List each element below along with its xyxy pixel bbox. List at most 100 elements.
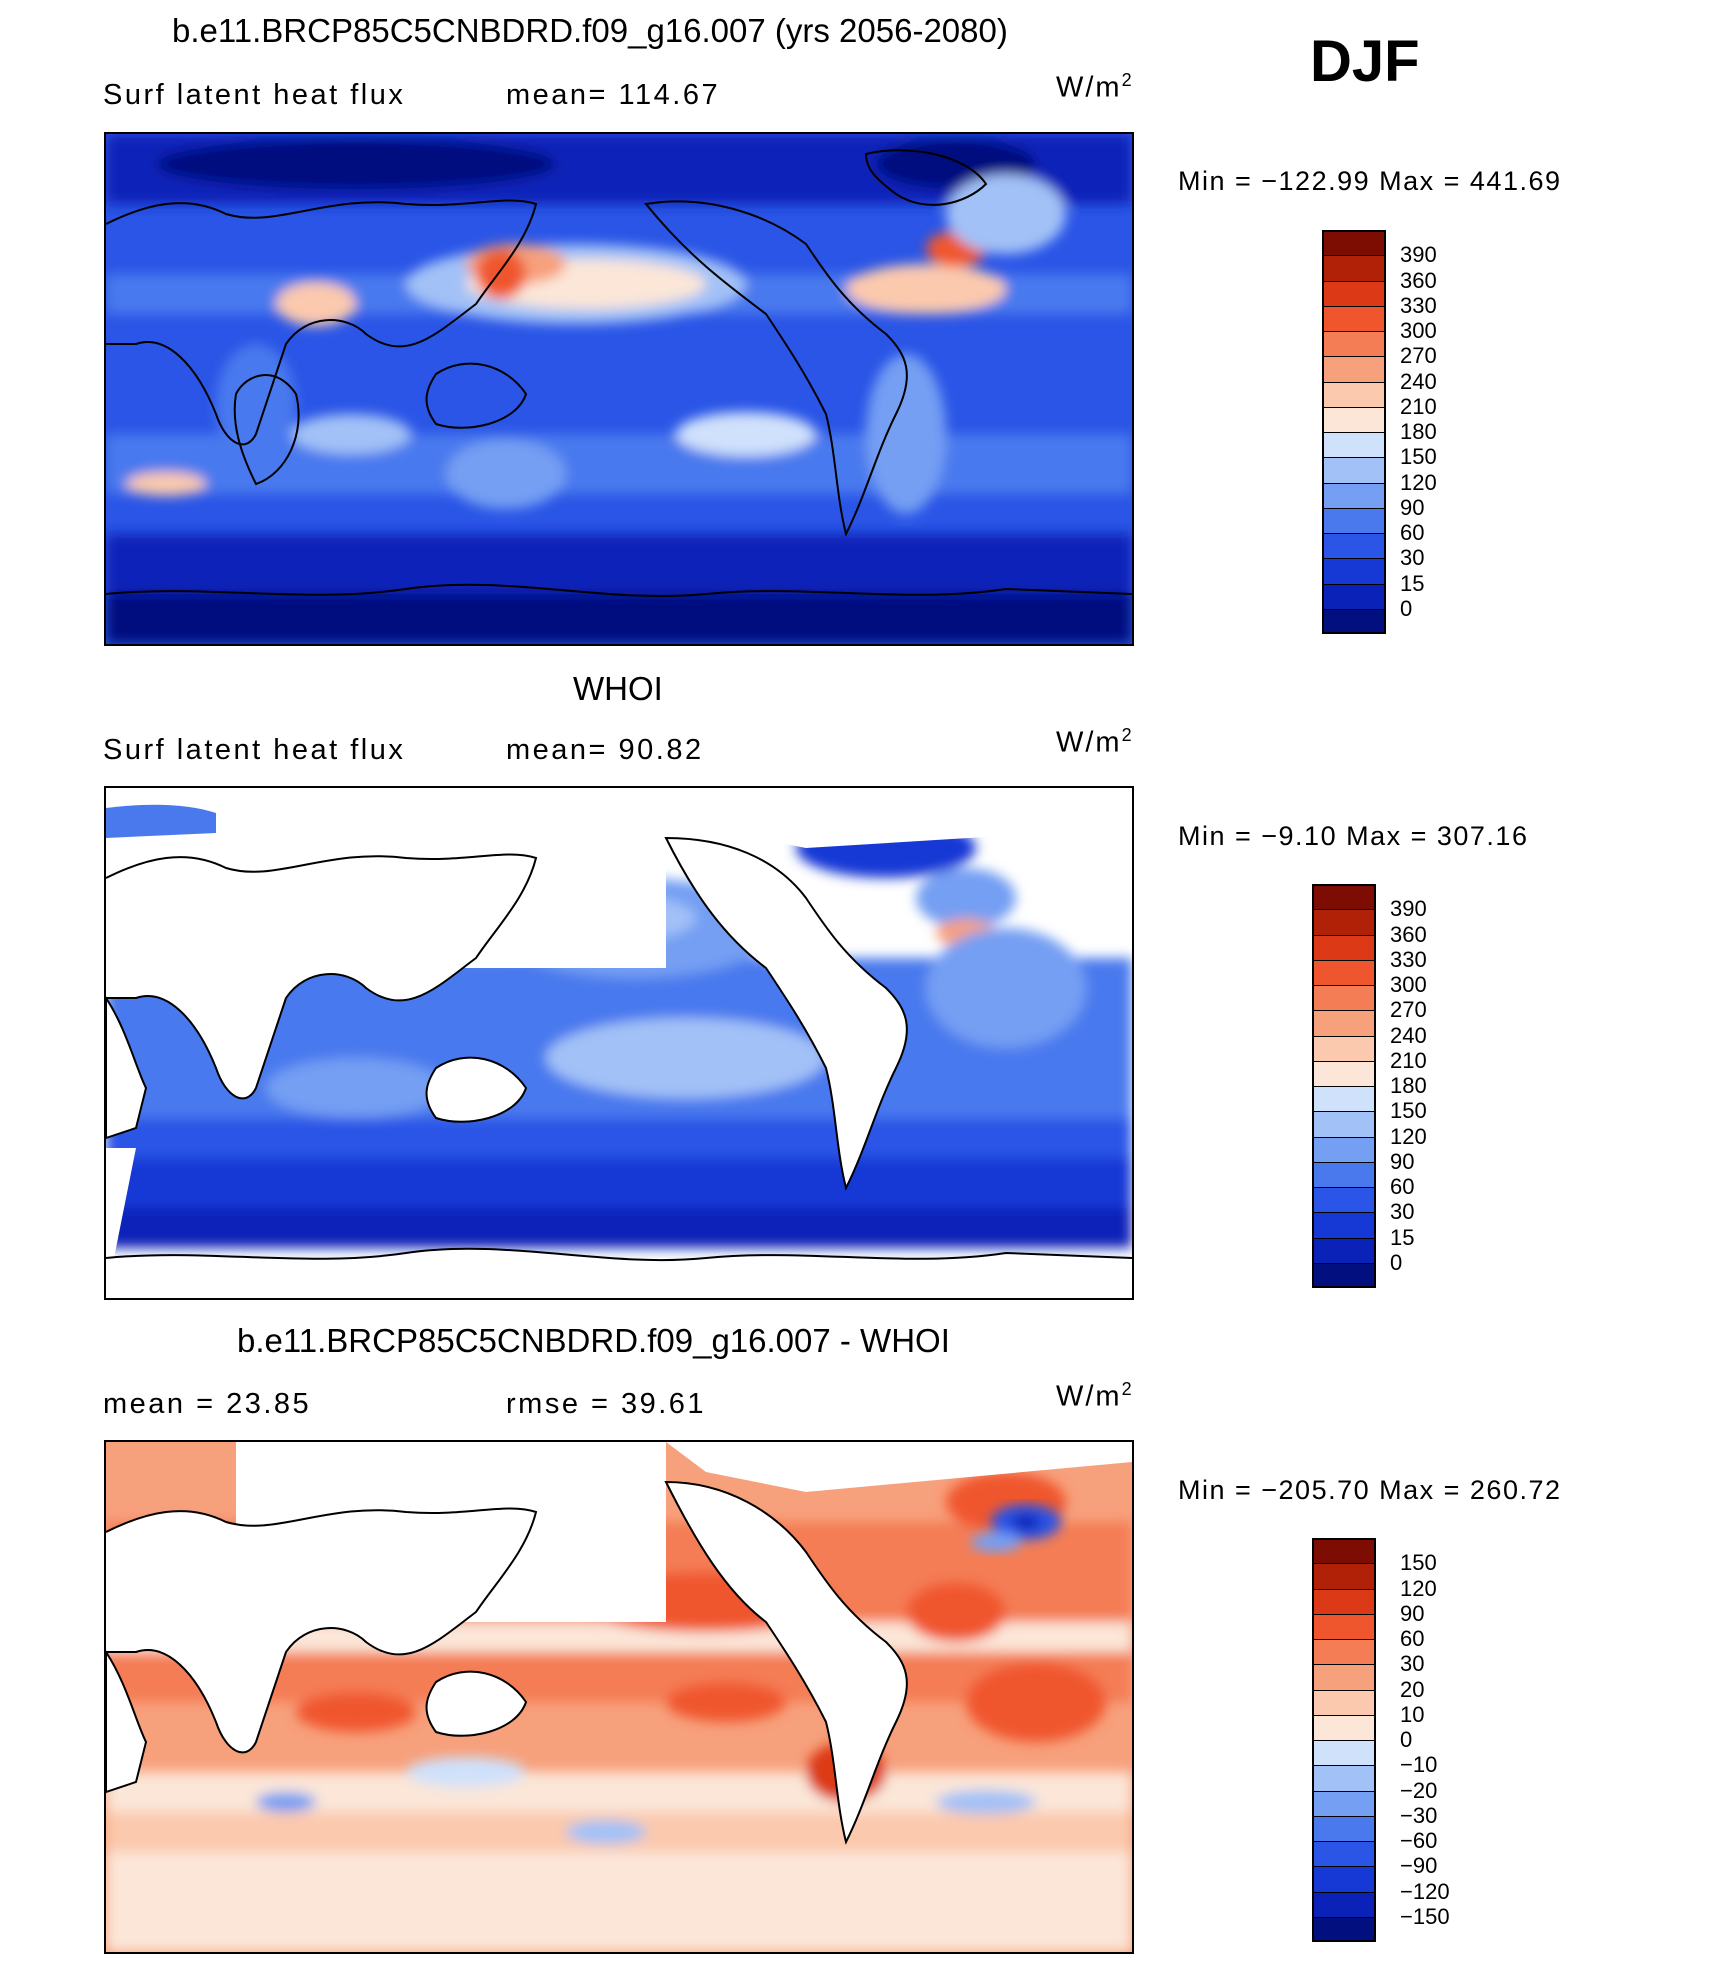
colorbar-tick-label: 60 xyxy=(1400,1626,1425,1651)
colorbar-swatch xyxy=(1312,1613,1376,1639)
panel-1-colorbar-frame xyxy=(1322,230,1386,634)
panel-1-colorbar xyxy=(1322,230,1386,634)
colorbar-swatch xyxy=(1312,1790,1376,1816)
colorbar-tick-label: 15 xyxy=(1400,570,1425,596)
panel-2-title: WHOI xyxy=(573,670,663,707)
colorbar-swatch xyxy=(1322,356,1386,382)
panel-2-map-svg xyxy=(106,788,1132,1298)
colorbar-swatch xyxy=(1312,1563,1376,1589)
colorbar-tick-label: 270 xyxy=(1390,997,1427,1023)
colorbar-tick-label: 360 xyxy=(1390,921,1427,947)
colorbar-tick-label: 60 xyxy=(1400,520,1425,545)
panel-1-map xyxy=(104,132,1134,646)
colorbar-swatch xyxy=(1312,934,1376,960)
panel-3-min-max: Min = −205.70 Max = 260.72 xyxy=(1178,1475,1562,1505)
colorbar-swatch xyxy=(1312,1740,1376,1766)
colorbar-swatch xyxy=(1312,1060,1376,1086)
colorbar-swatch xyxy=(1312,959,1376,985)
colorbar-swatch xyxy=(1312,1237,1376,1263)
panel-2-colorbar-frame xyxy=(1312,884,1376,1288)
colorbar-tick-label: 150 xyxy=(1400,444,1437,470)
colorbar-swatch xyxy=(1312,1212,1376,1238)
colorbar-tick-label: 30 xyxy=(1390,1199,1415,1225)
colorbar-swatch xyxy=(1312,1689,1376,1715)
colorbar-tick-label: 210 xyxy=(1390,1047,1427,1073)
colorbar-tick-label: 270 xyxy=(1400,343,1437,369)
colorbar-tick-label: 210 xyxy=(1400,393,1437,419)
colorbar-tick-label: 360 xyxy=(1400,267,1437,293)
colorbar-tick-label: −10 xyxy=(1400,1752,1438,1778)
colorbar-tick-label: 330 xyxy=(1390,946,1427,972)
colorbar-tick-label: 390 xyxy=(1390,896,1427,922)
colorbar-tick-label: 240 xyxy=(1400,368,1437,394)
panel-3-map-svg xyxy=(106,1442,1132,1952)
colorbar-tick-label: 60 xyxy=(1390,1174,1415,1199)
colorbar-tick-label: 90 xyxy=(1400,494,1425,520)
colorbar-swatch xyxy=(1312,985,1376,1011)
panel-2-min-max: Min = −9.10 Max = 307.16 xyxy=(1178,821,1529,851)
colorbar-tick-label: 20 xyxy=(1400,1676,1425,1702)
panel-3-rmse-label: rmse = 39.61 xyxy=(506,1388,707,1420)
colorbar-swatch xyxy=(1322,331,1386,357)
colorbar-swatch xyxy=(1322,482,1386,508)
colorbar-swatch xyxy=(1312,1639,1376,1665)
panel-1-min-max: Min = −122.99 Max = 441.69 xyxy=(1178,166,1562,196)
colorbar-swatch xyxy=(1312,909,1376,935)
colorbar-tick-label: 90 xyxy=(1390,1148,1415,1174)
colorbar-swatch xyxy=(1322,255,1386,281)
colorbar-swatch xyxy=(1312,1035,1376,1061)
colorbar-swatch xyxy=(1312,1010,1376,1036)
panel-1-units: W/m2 xyxy=(1056,70,1134,104)
colorbar-tick-label: 120 xyxy=(1390,1123,1427,1149)
panel-1-mean-label: mean= 114.67 xyxy=(506,79,721,111)
panel-1-map-svg xyxy=(106,134,1132,644)
colorbar-swatch xyxy=(1312,1916,1376,1942)
season-label: DJF xyxy=(1310,29,1420,94)
panel-1-left-label: Surf latent heat flux xyxy=(103,79,406,111)
colorbar-tick-label: 120 xyxy=(1400,469,1437,495)
colorbar-swatch xyxy=(1322,457,1386,483)
colorbar-tick-label: 150 xyxy=(1400,1550,1437,1576)
colorbar-swatch xyxy=(1322,432,1386,458)
panel-3-colorbar xyxy=(1312,1538,1376,1942)
panel-2-units: W/m2 xyxy=(1056,725,1134,759)
colorbar-tick-label: 330 xyxy=(1400,292,1437,318)
colorbar-swatch xyxy=(1322,608,1386,634)
colorbar-swatch xyxy=(1312,1891,1376,1917)
colorbar-swatch xyxy=(1322,583,1386,609)
colorbar-swatch xyxy=(1312,1765,1376,1791)
colorbar-tick-label: 180 xyxy=(1390,1073,1427,1098)
colorbar-tick-label: −120 xyxy=(1400,1878,1450,1904)
colorbar-swatch xyxy=(1312,1161,1376,1187)
colorbar-tick-label: 0 xyxy=(1390,1249,1403,1275)
colorbar-tick-label: 150 xyxy=(1390,1098,1427,1124)
panel-3-mean-label: mean = 23.85 xyxy=(103,1388,312,1420)
colorbar-swatch xyxy=(1312,1866,1376,1892)
colorbar-swatch xyxy=(1312,1136,1376,1162)
colorbar-tick-label: 120 xyxy=(1400,1575,1437,1601)
panel-2-map xyxy=(104,786,1134,1300)
panel-2-mean-label: mean= 90.82 xyxy=(506,734,704,766)
colorbar-tick-label: −20 xyxy=(1400,1777,1438,1803)
colorbar-tick-label: 30 xyxy=(1400,545,1425,571)
panel-2-colorbar xyxy=(1312,884,1376,1288)
colorbar-tick-label: 30 xyxy=(1400,1651,1425,1677)
colorbar-swatch xyxy=(1312,1664,1376,1690)
colorbar-tick-label: 390 xyxy=(1400,242,1437,268)
colorbar-swatch xyxy=(1312,1714,1376,1740)
colorbar-swatch xyxy=(1312,1841,1376,1867)
colorbar-tick-label: −60 xyxy=(1400,1828,1438,1853)
colorbar-swatch xyxy=(1322,280,1386,306)
colorbar-tick-label: −150 xyxy=(1400,1903,1450,1929)
colorbar-tick-label: −90 xyxy=(1400,1853,1438,1879)
colorbar-swatch xyxy=(1322,558,1386,584)
colorbar-tick-label: 300 xyxy=(1400,318,1437,343)
colorbar-swatch xyxy=(1312,1588,1376,1614)
panel-1-title: b.e11.BRCP85C5CNBDRD.f09_g16.007 (yrs 20… xyxy=(172,12,1008,49)
colorbar-swatch xyxy=(1322,533,1386,559)
panel-3-map xyxy=(104,1440,1134,1954)
colorbar-tick-label: 0 xyxy=(1400,595,1413,621)
colorbar-swatch xyxy=(1322,305,1386,331)
colorbar-swatch xyxy=(1312,1815,1376,1841)
colorbar-tick-label: 10 xyxy=(1400,1701,1425,1727)
